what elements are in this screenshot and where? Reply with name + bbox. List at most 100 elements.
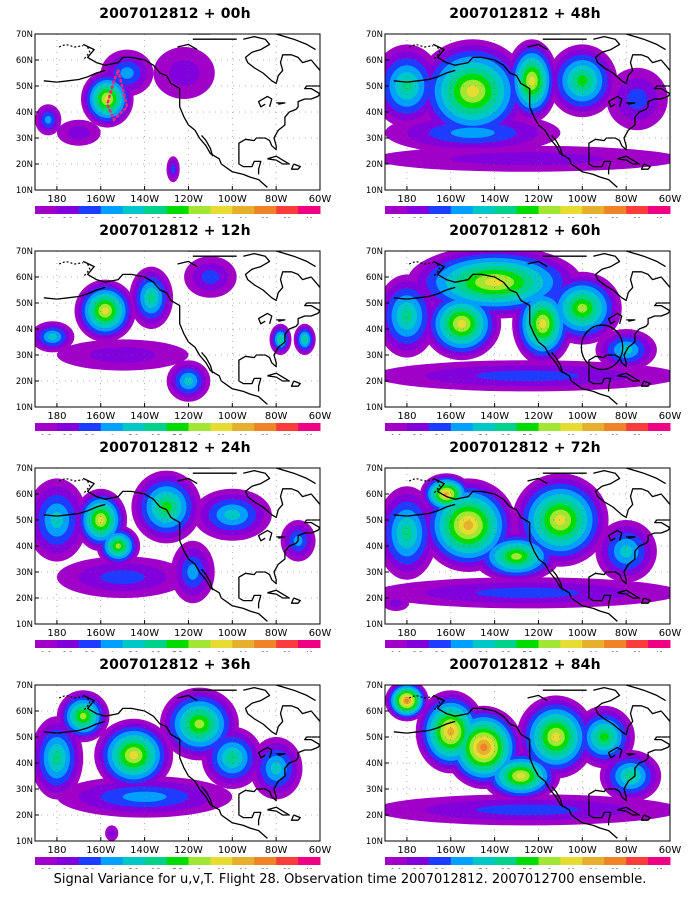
coastline (626, 319, 636, 322)
y-tick-label: 30N (16, 785, 33, 795)
coastline (432, 43, 618, 188)
colorbar-swatch (472, 640, 496, 648)
colorbar-swatch (210, 206, 233, 214)
colorbar-label: 14 (239, 216, 247, 218)
y-tick-label: 20N (366, 811, 383, 821)
coastline (432, 263, 441, 278)
colorbar-label: 6.3 (150, 433, 160, 435)
coastline (408, 43, 434, 48)
x-tick-label: 140W (130, 845, 159, 856)
y-tick-label: 50N (16, 516, 33, 526)
variance-map: 10N 20N 30N 40N 50N 60N 70N 180 160W 140W 120W 100W… (366, 30, 682, 218)
variance-contour (511, 553, 522, 560)
coastline (82, 46, 91, 61)
x-tick-label: 140W (130, 628, 159, 639)
y-tick-label: 70N (16, 681, 33, 691)
x-tick-label: 140W (130, 194, 159, 205)
colorbar-label: 14 (589, 867, 597, 869)
x-tick-label: 80W (265, 194, 288, 205)
y-tick-label: 40N (16, 108, 33, 118)
colorbar-swatch (298, 857, 321, 865)
y-tick-label: 30N (366, 785, 383, 795)
colorbar-label: 3.1 (435, 433, 445, 435)
y-tick-label: 60N (16, 273, 33, 283)
y-tick-label: 40N (366, 759, 383, 769)
colorbar-swatch (406, 206, 430, 214)
coastline (408, 477, 434, 482)
colorbar-swatch (122, 857, 146, 865)
coastline (238, 365, 262, 392)
colorbar-label: 7.5 (172, 433, 182, 435)
y-tick-label: 20N (16, 594, 33, 604)
colorbar-label: 21 (611, 867, 619, 869)
colorbar-label: 6.3 (500, 650, 510, 652)
colorbar-swatch (385, 857, 408, 865)
colorbar-swatch (144, 423, 167, 431)
coastline (82, 260, 268, 405)
colorbar-swatch (56, 423, 80, 431)
coastline (626, 685, 666, 702)
coastline (276, 319, 286, 322)
colorbar-label: 29 (283, 650, 291, 652)
colorbar-label: 5.1 (479, 650, 489, 652)
variance-contour (170, 164, 176, 174)
colorbar-swatch (472, 206, 496, 214)
colorbar-label: 2.2 (413, 867, 423, 869)
coastline (82, 477, 268, 622)
variance-contour (278, 336, 283, 342)
colorbar-label: 40 (305, 650, 313, 652)
colorbar-swatch (254, 206, 277, 214)
coastline (626, 753, 636, 756)
variance-contour (194, 719, 205, 729)
coastline (276, 685, 316, 702)
forecast-panel: 2007012812 + 24h 10N 20N 30N 40N 50N 60N 70N 180… (10, 438, 340, 653)
colorbar-label: 6.3 (150, 216, 160, 218)
variance-contour (89, 347, 156, 363)
colorbar-label: 21 (261, 433, 269, 435)
variance-contour (401, 309, 412, 323)
y-tick-label: 40N (16, 759, 33, 769)
colorbar-swatch (35, 857, 58, 865)
coastline (238, 252, 320, 368)
y-tick-label: 10N (366, 186, 383, 196)
y-tick-label: 60N (366, 490, 383, 500)
panel-title: 2007012812 + 72h (449, 440, 601, 456)
colorbar-label: 3.1 (85, 867, 95, 869)
colorbar-swatch (582, 206, 605, 214)
coastline (82, 43, 268, 188)
x-tick-label: 180 (47, 411, 66, 422)
x-tick-label: 140W (130, 411, 159, 422)
y-tick-label: 20N (366, 160, 383, 170)
colorbar-label: 6.3 (150, 650, 160, 652)
colorbar-swatch (560, 640, 583, 648)
x-tick-label: 180 (397, 628, 416, 639)
coastline (257, 95, 273, 108)
y-tick-label: 70N (366, 247, 383, 257)
variance-contour (67, 126, 90, 140)
colorbar-label: 40 (305, 433, 313, 435)
colorbar-label: 2.2 (413, 216, 423, 218)
colorbar-label: 11 (217, 650, 225, 652)
colorbar-label: 3.1 (85, 650, 95, 652)
x-tick-label: 100W (218, 411, 247, 422)
coastline (290, 163, 301, 170)
colorbar-swatch (516, 640, 539, 648)
x-tick-label: 80W (615, 628, 638, 639)
colorbar-swatch (100, 857, 124, 865)
variance-contour (184, 376, 193, 386)
colorbar-label: 5.1 (129, 216, 139, 218)
colorbar-label: 2.2 (413, 433, 423, 435)
y-tick-label: 60N (366, 707, 383, 717)
colorbar-label: 5.1 (479, 433, 489, 435)
colorbar-label: 4 (110, 650, 114, 652)
colorbar-label: 7.5 (172, 650, 182, 652)
coastline (626, 102, 636, 105)
colorbar-swatch (560, 206, 583, 214)
colorbar-label: 9 (197, 867, 201, 869)
colorbar-swatch (78, 857, 102, 865)
y-tick-label: 20N (366, 377, 383, 387)
colorbar-swatch (516, 206, 539, 214)
coastline-layer (393, 468, 670, 622)
coastline (527, 260, 548, 268)
colorbar-label: 7.5 (172, 216, 182, 218)
